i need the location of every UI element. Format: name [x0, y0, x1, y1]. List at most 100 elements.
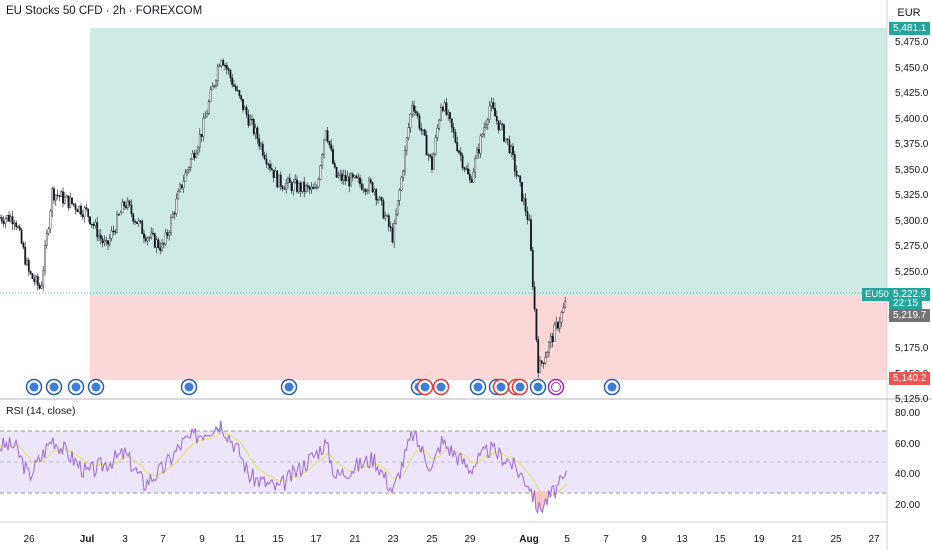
candle-body: [220, 60, 223, 67]
candle-body: [436, 128, 439, 138]
candle-body: [546, 352, 549, 358]
candle-body: [123, 201, 126, 206]
candle-body: [303, 181, 306, 192]
price-tick: 5,350.0: [895, 164, 929, 176]
candle-body: [134, 221, 136, 223]
candle-body: [159, 247, 162, 251]
candle-body: [513, 154, 516, 172]
rsi-oversold-bar: [532, 491, 534, 503]
candle-body: [519, 176, 522, 183]
candle-body: [242, 98, 244, 110]
candle-body: [425, 135, 428, 156]
candle-body: [384, 215, 387, 219]
price-tick: 5,275.0: [895, 241, 929, 253]
candle-body: [477, 148, 480, 154]
candle-body: [249, 119, 252, 126]
candle-body: [215, 80, 217, 86]
candle-body: [173, 213, 176, 215]
candle-body: [92, 224, 95, 226]
event-marker-icon[interactable]: [603, 378, 621, 396]
candle-body: [29, 271, 32, 274]
candle-body: [150, 232, 153, 238]
candle-body: [521, 181, 523, 202]
candle-body: [357, 177, 360, 179]
candle-body: [418, 115, 421, 129]
candle-body: [24, 247, 27, 265]
time-tick: 25: [426, 534, 438, 545]
candle-body: [269, 164, 271, 169]
candle-body: [522, 198, 525, 202]
candle-body: [470, 179, 473, 183]
candle-body: [299, 182, 302, 192]
rsi-tick: 40.00: [895, 469, 921, 481]
candle-body: [279, 174, 282, 187]
candle-body: [65, 195, 68, 198]
event-marker-icon[interactable]: [25, 378, 43, 396]
candle-body: [15, 222, 18, 227]
candle-body: [317, 179, 320, 188]
candle-body: [308, 186, 311, 190]
event-marker-icon[interactable]: [529, 378, 547, 396]
candle-body: [9, 216, 12, 222]
rsi-oversold-bar: [544, 491, 547, 499]
candle-body: [89, 216, 91, 225]
event-marker-icon[interactable]: [492, 378, 510, 396]
candle-body: [49, 210, 52, 230]
candle-body: [76, 209, 79, 213]
candle-body: [51, 188, 54, 212]
candle-body: [247, 114, 250, 126]
candle-body: [99, 234, 102, 240]
event-marker-icon[interactable]: [67, 378, 85, 396]
event-marker-icon[interactable]: [45, 378, 63, 396]
candle-body: [407, 127, 410, 138]
candle-body: [211, 86, 214, 91]
candle-body: [432, 153, 435, 170]
event-markers[interactable]: [25, 378, 621, 396]
candle-body: [274, 170, 277, 178]
candle-body: [80, 205, 82, 215]
candle-body: [272, 169, 275, 178]
rsi-tick: 60.00: [895, 438, 921, 450]
rsi-overbought-bar: [215, 426, 217, 431]
candle-body: [175, 198, 178, 214]
candle-body: [328, 141, 331, 145]
candle-body: [348, 176, 351, 187]
candle-body: [389, 226, 392, 228]
candle-body: [492, 102, 495, 109]
candle-body: [555, 322, 558, 326]
candle-body: [191, 152, 194, 160]
profit-zone: [90, 28, 887, 296]
candle-body: [342, 175, 345, 181]
candle-body: [429, 154, 432, 157]
candle-body: [292, 182, 295, 191]
event-marker-icon[interactable]: [511, 378, 529, 396]
event-marker-icon[interactable]: [87, 378, 105, 396]
candle-body: [438, 119, 441, 129]
rsi-line: [0, 420, 567, 515]
event-marker-icon[interactable]: [469, 378, 487, 396]
candle-body: [18, 226, 21, 230]
candle-body: [146, 237, 149, 242]
candle-body: [96, 222, 99, 238]
candle-body: [101, 238, 104, 244]
event-marker-icon[interactable]: [547, 378, 565, 396]
event-marker-icon[interactable]: [180, 378, 198, 396]
candle-body: [368, 179, 370, 191]
candle-body: [404, 150, 406, 172]
event-marker-icon[interactable]: [432, 378, 450, 396]
currency-label[interactable]: EUR: [897, 7, 921, 19]
candle-body: [465, 168, 468, 170]
candle-series: [0, 58, 567, 378]
candle-body: [359, 177, 361, 184]
candle-body: [350, 173, 352, 187]
candle-body: [499, 123, 502, 131]
candle-body: [148, 237, 151, 239]
candle-body: [413, 105, 415, 112]
candle-body: [449, 112, 451, 119]
candle-body: [229, 70, 232, 78]
candle-body: [301, 181, 304, 192]
candle-body: [177, 191, 180, 200]
event-marker-icon[interactable]: [416, 378, 434, 396]
event-marker-icon[interactable]: [280, 378, 298, 396]
